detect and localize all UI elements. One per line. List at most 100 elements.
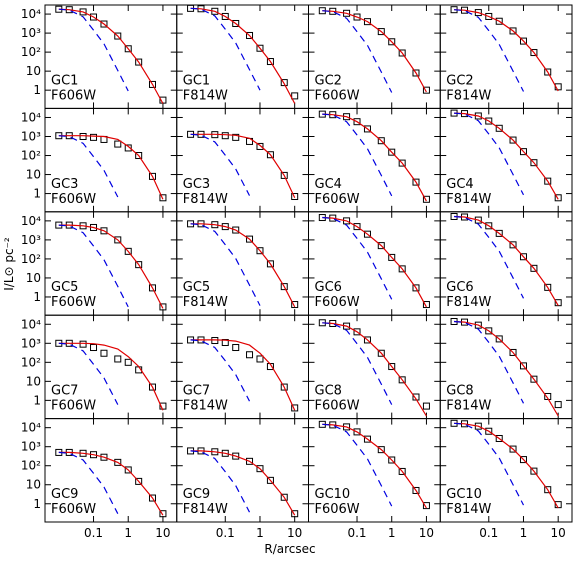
data-point	[554, 194, 562, 202]
model-curve	[190, 450, 296, 516]
data-point	[530, 467, 538, 475]
data-point	[291, 510, 299, 518]
y-tick-label: 10	[26, 64, 41, 78]
x-tick-label: 10	[287, 526, 302, 540]
x-tick-label: 0.1	[347, 526, 366, 540]
y-tick-label: 10³	[21, 440, 41, 454]
plot-area	[318, 420, 430, 510]
y-tick-label: 1	[33, 83, 41, 97]
data-point	[519, 456, 527, 464]
data-point	[148, 494, 156, 502]
data-point	[353, 118, 361, 126]
data-point	[530, 159, 538, 167]
data-point	[422, 301, 430, 309]
model-curve	[454, 320, 559, 417]
psf-curve	[322, 216, 393, 300]
data-point	[485, 12, 493, 20]
data-point	[90, 133, 98, 141]
data-point	[221, 12, 229, 20]
psf-curve	[190, 133, 251, 196]
data-point	[353, 428, 361, 436]
filter-label: F814W	[446, 399, 491, 414]
data-point	[398, 265, 406, 273]
data-point	[148, 172, 156, 180]
psf-curve	[58, 342, 119, 405]
data-point	[509, 27, 517, 35]
y-tick-label: 1	[33, 393, 41, 407]
data-point	[100, 20, 108, 28]
filter-label: F606W	[51, 88, 96, 103]
plot-area	[55, 339, 167, 411]
data-point	[256, 142, 264, 150]
cluster-label: GC10	[446, 487, 482, 502]
data-point	[412, 69, 420, 77]
data-point	[135, 261, 143, 269]
model-curve	[190, 133, 296, 199]
y-tick-label: 10³	[21, 336, 41, 350]
data-point	[398, 376, 406, 384]
y-tick-label: 10³	[21, 26, 41, 40]
psf-curve	[322, 113, 393, 197]
data-point	[280, 283, 288, 291]
psf-curve	[454, 215, 525, 299]
psf-curve	[58, 135, 119, 198]
data-point	[232, 452, 240, 460]
plot-area	[187, 5, 299, 104]
filter-label: F606W	[315, 192, 360, 207]
plot-area	[55, 5, 167, 104]
data-point	[124, 466, 132, 474]
plot-area	[55, 448, 167, 518]
model-curve	[58, 224, 164, 309]
y-tick-label: 1	[33, 187, 41, 201]
y-tick-label: 10⁴	[21, 7, 41, 21]
filter-label: F606W	[315, 399, 360, 414]
psf-curve	[454, 112, 525, 196]
cluster-label: GC2	[315, 73, 342, 88]
data-point	[124, 247, 132, 255]
data-point	[554, 299, 562, 307]
plot-area	[318, 214, 430, 309]
cluster-label: GC5	[51, 280, 78, 295]
y-tick-label: 10	[26, 271, 41, 285]
y-tick-label: 10⁴	[21, 317, 41, 331]
y-tick-label: 10³	[21, 233, 41, 247]
plot-area	[318, 319, 430, 417]
data-point	[135, 152, 143, 160]
plot-area	[187, 336, 299, 412]
data-point	[398, 467, 406, 475]
cluster-label: GC9	[183, 487, 210, 502]
data-point	[422, 502, 430, 510]
data-point	[353, 13, 361, 21]
psf-curve	[322, 10, 393, 93]
data-point	[363, 125, 371, 133]
cluster-label: GC1	[183, 73, 210, 88]
model-curve	[190, 223, 296, 308]
psf-curve	[190, 450, 251, 513]
data-point	[256, 465, 264, 473]
plot-area	[450, 419, 562, 509]
data-point	[485, 222, 493, 230]
data-point	[291, 92, 299, 100]
plot-area	[450, 317, 562, 417]
model-curve	[322, 322, 427, 417]
data-point	[377, 349, 385, 357]
data-point	[232, 344, 240, 352]
y-tick-label: 10²	[21, 252, 41, 266]
data-point	[280, 493, 288, 501]
psf-curve	[454, 9, 525, 92]
plot-area	[187, 220, 299, 309]
y-tick-label: 1	[33, 290, 41, 304]
cluster-label: GC7	[183, 384, 210, 399]
psf-curve	[190, 339, 251, 402]
y-tick-label: 10	[26, 374, 41, 388]
data-point	[388, 38, 396, 46]
y-tick-label: 1	[33, 497, 41, 511]
